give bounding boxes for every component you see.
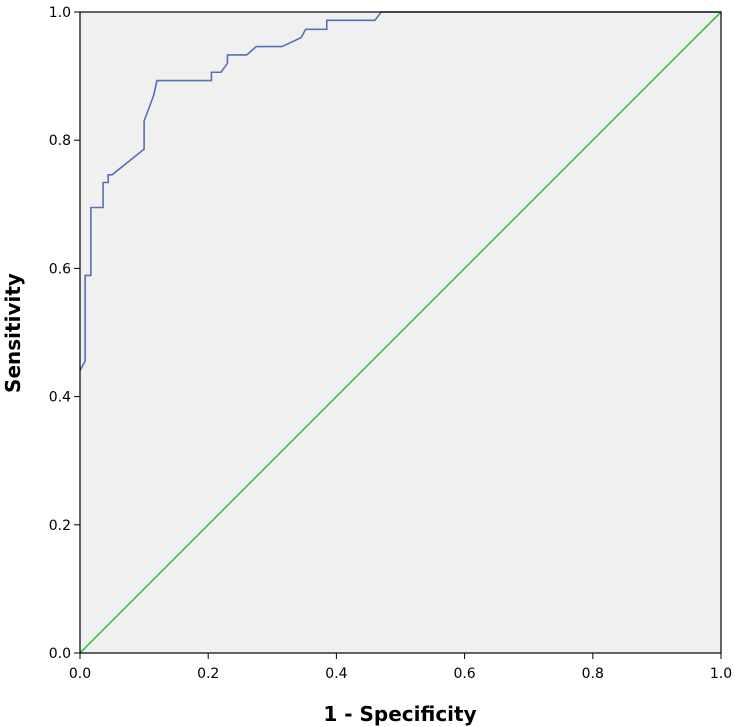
- y-axis-ticks: 0.0 0.2 0.4 0.6 0.8 1.0: [49, 5, 80, 662]
- x-axis-title: 1 - Specificity: [323, 702, 476, 726]
- plot-frame: [79, 11, 722, 654]
- x-tick-label: 0.6: [453, 666, 475, 682]
- roc-curve-line: [79, 11, 721, 371]
- y-tick-label: 0.4: [49, 390, 71, 406]
- x-tick-label: 0.2: [197, 666, 219, 682]
- reference-line: [79, 11, 722, 654]
- y-tick-label: 0.2: [49, 518, 71, 534]
- x-tick-label: 0.8: [582, 666, 604, 682]
- y-tick-label: 0.8: [49, 133, 71, 149]
- y-tick-label: 1.0: [49, 5, 71, 21]
- x-tick-label: 0.0: [69, 666, 91, 682]
- y-tick-label: 0.0: [49, 646, 71, 662]
- y-axis-title: Sensitivity: [1, 273, 25, 393]
- y-tick-label: 0.6: [49, 261, 71, 277]
- x-axis-ticks: 0.0 0.2 0.4 0.6 0.8 1.0: [69, 653, 732, 682]
- x-tick-label: 0.4: [325, 666, 347, 682]
- series-layer: [79, 11, 722, 654]
- x-tick-label: 1.0: [710, 666, 732, 682]
